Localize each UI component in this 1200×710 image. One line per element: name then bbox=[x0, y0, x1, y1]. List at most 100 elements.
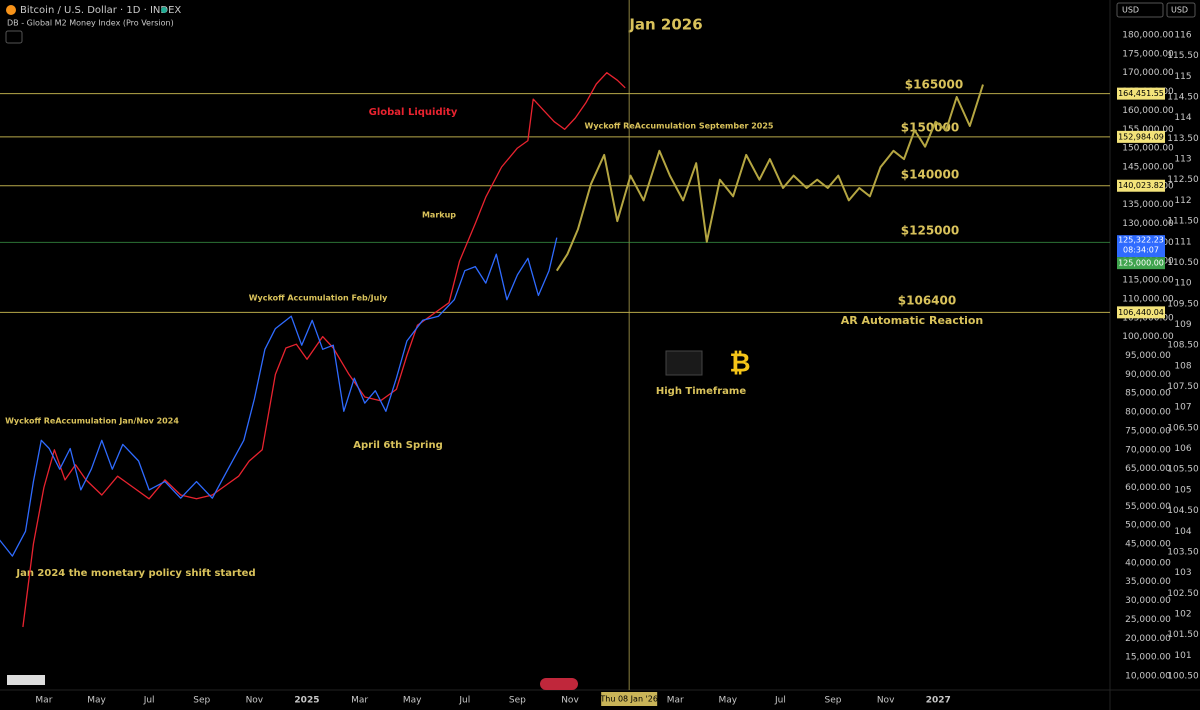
y2-tick-label: 101 bbox=[1174, 651, 1191, 661]
level-label: 152,984.09 bbox=[1118, 132, 1164, 141]
countdown: 08:34:07 bbox=[1123, 246, 1159, 255]
y-tick-label: 95,000.00 bbox=[1125, 351, 1171, 361]
y-tick-label: 20,000.00 bbox=[1125, 634, 1171, 644]
y2-tick-label: 103 bbox=[1174, 568, 1191, 578]
y2-tick-label: 111 bbox=[1174, 237, 1191, 247]
level-badge bbox=[1117, 306, 1165, 319]
x-tick-label: Nov bbox=[561, 696, 579, 706]
y-tick-label: 70,000.00 bbox=[1125, 445, 1171, 455]
last-price-badge bbox=[1117, 235, 1165, 258]
y2-tick-label: 106 bbox=[1174, 444, 1191, 454]
y-tick-label: 75,000.00 bbox=[1125, 426, 1171, 436]
x-tick-label: 2027 bbox=[926, 696, 951, 706]
symbol-icon bbox=[6, 5, 16, 15]
x-tick-label: Sep bbox=[193, 696, 210, 706]
y2-tick-label: 113.50 bbox=[1167, 134, 1199, 144]
currency: USD bbox=[1122, 6, 1139, 15]
series-line bbox=[0, 237, 558, 557]
y-tick-label: 65,000.00 bbox=[1125, 464, 1171, 474]
annotation: April 6th Spring bbox=[353, 440, 443, 451]
collapse-button[interactable] bbox=[5, 30, 23, 44]
y2-tick-label: 104.50 bbox=[1167, 506, 1199, 516]
y2-tick-label: 108.50 bbox=[1167, 341, 1199, 351]
y-tick-label: 100,000.00 bbox=[1122, 332, 1174, 342]
y2-tick-label: 111.50 bbox=[1167, 217, 1199, 227]
symbol: Bitcoin / U.S. Dollar · 1D · INDEX bbox=[20, 5, 181, 16]
annotation: $165000 bbox=[905, 78, 963, 92]
x-tick-label: May bbox=[719, 696, 738, 706]
y-tick-label: 35,000.00 bbox=[1125, 577, 1171, 587]
annotation: $140000 bbox=[901, 168, 959, 182]
annotation: Global Liquidity bbox=[369, 107, 458, 118]
y-tick-label: 40,000.00 bbox=[1125, 558, 1171, 568]
y2-tick-label: 112.50 bbox=[1167, 175, 1199, 185]
y2-tick-label: 107 bbox=[1174, 403, 1191, 413]
m2-level-label: 125,000.00 bbox=[1118, 259, 1164, 268]
level-label: 164,451.55 bbox=[1118, 89, 1164, 98]
status-dot bbox=[161, 7, 167, 13]
level-label: 140,023.82 bbox=[1118, 181, 1164, 190]
y-tick-label: 80,000.00 bbox=[1125, 408, 1171, 418]
x-tick-label: May bbox=[87, 696, 106, 706]
y2-tick-label: 106.50 bbox=[1167, 423, 1199, 433]
currency-select[interactable] bbox=[1116, 2, 1164, 18]
currency-select-2[interactable] bbox=[1166, 2, 1196, 18]
y-tick-label: 85,000.00 bbox=[1125, 389, 1171, 399]
y-tick-label: 115,000.00 bbox=[1122, 276, 1174, 286]
y2-tick-label: 110.50 bbox=[1167, 258, 1199, 268]
y-tick-label: 150,000.00 bbox=[1122, 144, 1174, 154]
level-badge bbox=[1117, 130, 1165, 143]
level-badge bbox=[1117, 179, 1165, 192]
y2-tick-label: 115.50 bbox=[1167, 51, 1199, 61]
crosshair-label: Thu 08 Jan '26 bbox=[599, 695, 658, 704]
y2-tick-label: 105.50 bbox=[1167, 465, 1199, 475]
x-tick-label: Jul bbox=[774, 696, 786, 706]
x-tick-label: Mar bbox=[667, 696, 684, 706]
y2-tick-label: 105 bbox=[1174, 485, 1191, 495]
replay-buttons[interactable] bbox=[540, 678, 578, 690]
y-tick-label: 135,000.00 bbox=[1122, 200, 1174, 210]
annotation: $106400 bbox=[898, 294, 956, 308]
crosshair-badge bbox=[601, 692, 658, 706]
tv-logo bbox=[7, 675, 45, 685]
y2-tick-label: 103.50 bbox=[1167, 547, 1199, 557]
y-tick-label: 160,000.00 bbox=[1122, 106, 1174, 116]
y2-tick-label: 114.50 bbox=[1167, 93, 1199, 103]
annotation: AR Automatic Reaction bbox=[841, 314, 984, 327]
x-tick-label: Jul bbox=[143, 696, 155, 706]
y-tick-label: 55,000.00 bbox=[1125, 502, 1171, 512]
y-tick-label: 25,000.00 bbox=[1125, 615, 1171, 625]
y-tick-label: 10,000.00 bbox=[1125, 672, 1171, 682]
y-tick-label: 145,000.00 bbox=[1122, 162, 1174, 172]
x-tick-label: Jul bbox=[458, 696, 470, 706]
y2-tick-label: 115 bbox=[1174, 72, 1191, 82]
y2-tick-label: 113 bbox=[1174, 155, 1191, 165]
annotation: Wyckoff Accumulation Feb/July bbox=[249, 294, 388, 303]
level-label: 106,440.04 bbox=[1118, 308, 1164, 317]
y-tick-label: 50,000.00 bbox=[1125, 521, 1171, 531]
y2-tick-label: 114 bbox=[1174, 113, 1191, 123]
y2-tick-label: 104 bbox=[1174, 527, 1191, 537]
y2-tick-label: 109.50 bbox=[1167, 299, 1199, 309]
y-tick-label: 155,000.00 bbox=[1122, 125, 1174, 135]
y-tick-label: 90,000.00 bbox=[1125, 370, 1171, 380]
annotation: Jan 2024 the monetary policy shift start… bbox=[15, 568, 255, 579]
y2-tick-label: 102 bbox=[1174, 609, 1191, 619]
y2-tick-label: 109 bbox=[1174, 320, 1191, 330]
x-tick-label: Sep bbox=[825, 696, 842, 706]
y-tick-label: 175,000.00 bbox=[1122, 49, 1174, 59]
y2-tick-label: 102.50 bbox=[1167, 589, 1199, 599]
x-tick-label: Nov bbox=[877, 696, 895, 706]
y-tick-label: 15,000.00 bbox=[1125, 653, 1171, 663]
annotation: Wyckoff ReAccumulation Jan/Nov 2024 bbox=[5, 417, 179, 426]
x-tick-label: May bbox=[403, 696, 422, 706]
level-badge bbox=[1117, 87, 1165, 100]
y-tick-label: 130,000.00 bbox=[1122, 219, 1174, 229]
bitcoin-logo: ₿ bbox=[729, 349, 750, 379]
annotation: $150000 bbox=[901, 121, 959, 135]
y-tick-label: 45,000.00 bbox=[1125, 540, 1171, 550]
y-tick-label: 30,000.00 bbox=[1125, 596, 1171, 606]
y2-tick-label: 110 bbox=[1174, 279, 1191, 289]
